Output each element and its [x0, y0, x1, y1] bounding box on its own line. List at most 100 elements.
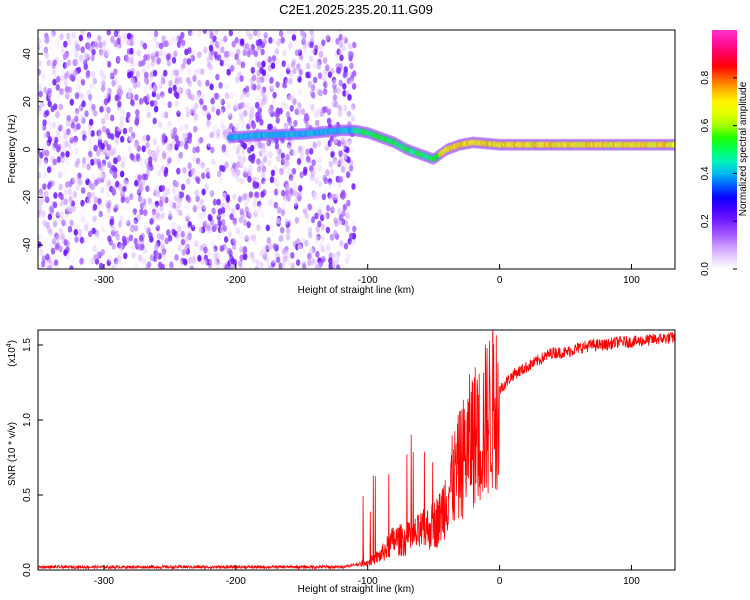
spectrogram-noise-cell	[80, 30, 85, 36]
spectrogram-noise-cell	[205, 224, 211, 232]
spectrogram-noise-cell	[148, 156, 153, 163]
spectrogram-noise-cell	[223, 60, 228, 67]
spectrogram-noise-cell	[51, 135, 56, 143]
spectrogram-noise-cell	[273, 136, 278, 144]
spectrogram-noise-cell	[130, 98, 135, 106]
spectrogram-noise-cell	[346, 199, 351, 207]
spectrogram-noise-cell	[253, 207, 258, 215]
spectrogram-noise-cell	[154, 220, 159, 228]
spectrogram-noise-cell	[327, 71, 333, 78]
spectrogram-noise-cell	[337, 176, 342, 184]
spectrogram-noise-cell	[69, 98, 75, 106]
spectrogram-noise-cell	[250, 83, 255, 91]
spectrogram-noise-cell	[193, 204, 198, 212]
spectrogram-noise-cell	[346, 110, 352, 118]
spectrogram-noise-cell	[159, 94, 165, 102]
spectrogram-noise-cell	[139, 218, 144, 226]
spectrogram-noise-cell	[99, 149, 105, 157]
spectrogram-noise-cell	[191, 167, 196, 175]
spectrogram-noise-cell	[106, 192, 111, 200]
spectrogram-noise-cell	[52, 201, 58, 209]
spectrogram-noise-cell	[91, 227, 96, 235]
spectrogram-noise-cell	[127, 93, 132, 101]
spectrogram-noise-cell	[99, 106, 104, 113]
spectrogram-noise-cell	[126, 111, 131, 119]
spectrogram-noise-cell	[46, 166, 52, 174]
spectrogram-noise-cell	[150, 201, 155, 209]
spectrogram-noise-cell	[46, 94, 51, 102]
spectrogram-noise-cell	[66, 59, 72, 67]
spectrogram-noise-cell	[61, 90, 66, 98]
spectrogram-noise-cell	[38, 198, 44, 206]
spectrogram-noise-cell	[250, 229, 255, 237]
spectrogram-noise-cell	[261, 60, 266, 68]
spectrogram-noise-cell	[178, 151, 183, 159]
spectrogram-noise-cell	[215, 38, 220, 46]
spectrogram-noise-cell	[61, 67, 66, 75]
spectrogram-noise-cell	[86, 43, 91, 50]
spectrogram-noise-cell	[98, 48, 104, 56]
spectrogram-noise-cell	[69, 108, 75, 116]
spectrogram-noise-cell	[127, 90, 132, 98]
spectrogram-noise-cell	[323, 213, 328, 220]
spectrogram-noise-cell	[153, 30, 159, 38]
spectrogram-noise-cell	[285, 67, 291, 75]
spectrogram-noise-cell	[281, 96, 286, 103]
spectrogram-noise-cell	[329, 140, 335, 148]
spectrogram-noise-cell	[313, 76, 318, 84]
spectrogram-noise-cell	[133, 263, 139, 269]
spectrogram-noise-cell	[280, 36, 285, 44]
spectrogram-noise-cell	[297, 102, 302, 110]
spectrogram-noise-cell	[202, 109, 207, 117]
spectrogram-noise-cell	[160, 212, 165, 220]
spectrogram-noise-cell	[173, 45, 178, 52]
spectrogram-noise-cell	[255, 39, 261, 47]
spectrogram-noise-cell	[319, 241, 324, 249]
spectrogram-noise-cell	[42, 119, 47, 126]
spectrogram-noise-cell	[155, 173, 160, 181]
spectrogram-noise-cell	[91, 183, 96, 190]
spectrogram-noise-cell	[61, 219, 66, 227]
spectrogram-noise-cell	[179, 67, 185, 74]
spectrogram-noise-cell	[114, 139, 120, 147]
spectrogram-noise-cell	[262, 156, 268, 163]
spectrogram-noise-cell	[127, 134, 132, 142]
spectrogram-noise-cell	[63, 72, 69, 80]
spectrogram-noise-cell	[119, 215, 124, 222]
spectrogram-noise-cell	[278, 262, 283, 269]
spectrogram-noise-cell	[156, 93, 161, 101]
spectrogram-noise-cell	[311, 159, 316, 167]
x-tick-label: -200	[226, 576, 246, 587]
spectrogram-noise-cell	[179, 141, 185, 149]
spectrogram-noise-cell	[204, 219, 209, 227]
spectrogram-noise-cell	[299, 171, 304, 179]
spectrogram-noise-cell	[297, 243, 302, 251]
spectrogram-noise-cell	[343, 37, 349, 44]
spectrogram-noise-cell	[43, 46, 49, 54]
spectrogram-noise-cell	[73, 222, 79, 230]
spectrogram-noise-cell	[294, 108, 299, 116]
spectrogram-noise-cell	[340, 166, 346, 173]
spectrogram-noise-cell	[128, 135, 134, 143]
spectrogram-noise-cell	[99, 262, 104, 269]
spectrogram-noise-cell	[323, 149, 328, 157]
spectrogram-noise-cell	[86, 163, 91, 171]
spectrogram-noise-cell	[186, 58, 192, 65]
spectrogram-noise-cell	[323, 187, 328, 195]
spectrogram-noise-cell	[238, 30, 243, 36]
spectrogram-noise-cell	[188, 257, 193, 264]
spectrogram-noise-cell	[227, 142, 232, 150]
spectrogram-noise-cell	[74, 174, 79, 182]
spectrogram-noise-cell	[114, 230, 120, 238]
spectrogram-noise-cell	[263, 31, 268, 39]
spectrogram-noise-cell	[216, 129, 221, 136]
spectrogram-noise-cell	[274, 73, 279, 81]
spectrogram-noise-cell	[129, 193, 134, 201]
spectrogram-noise-cell	[293, 30, 298, 35]
spectrogram-noise-cell	[190, 54, 195, 62]
spectrogram-noise-cell	[88, 139, 93, 146]
spectrogram-noise-cell	[134, 118, 139, 125]
spectrogram-noise-cell	[259, 118, 264, 126]
spectrogram-noise-cell	[197, 254, 202, 262]
spectrogram-noise-cell	[339, 240, 344, 247]
